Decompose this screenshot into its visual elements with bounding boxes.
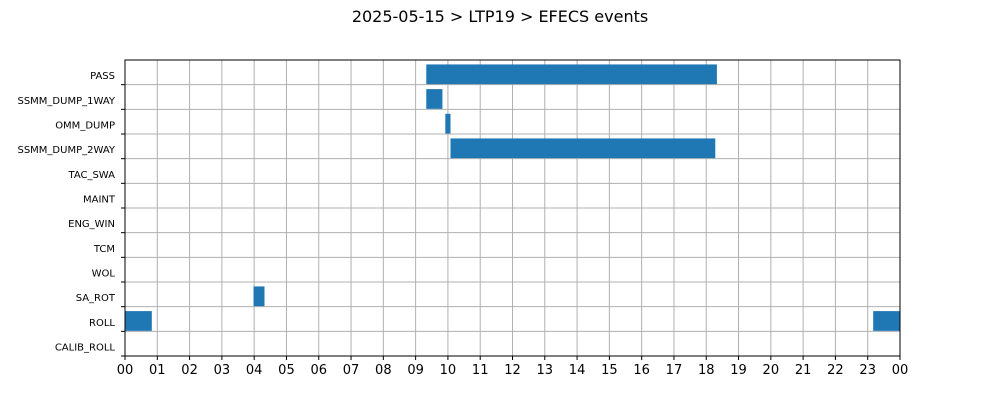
x-tick-label: 04 bbox=[246, 363, 263, 378]
y-tick-label: TAC_SWA bbox=[67, 170, 115, 181]
x-tick-label: 00 bbox=[892, 363, 909, 378]
x-axis: 00 01 02 03 04 05 06 07 08 09 10 11 12 13 14 15 16 17 18 19… bbox=[117, 356, 909, 378]
y-axis: PASS SSMM_DUMP_1WAY OMM_DUMP SSMM_DUMP_2WAY… bbox=[17, 71, 125, 357]
x-tick-label: 06 bbox=[310, 363, 327, 378]
x-tick-label: 21 bbox=[795, 363, 812, 378]
event-bar bbox=[873, 311, 900, 331]
y-tick-label: TCM bbox=[93, 244, 115, 255]
y-tick-label: OMM_DUMP bbox=[55, 121, 115, 132]
x-tick-label: 17 bbox=[666, 363, 683, 378]
x-tick-label: 00 bbox=[117, 363, 134, 378]
event-bar bbox=[125, 311, 152, 331]
x-tick-label: 05 bbox=[278, 363, 295, 378]
x-tick-label: 07 bbox=[343, 363, 360, 378]
event-bar bbox=[253, 286, 265, 307]
y-tick-label: ROLL bbox=[89, 318, 115, 329]
x-tick-label: 11 bbox=[472, 363, 489, 378]
x-tick-label: 02 bbox=[181, 363, 198, 378]
grid bbox=[124, 60, 901, 356]
x-tick-label: 12 bbox=[504, 363, 521, 378]
y-tick-label: WOL bbox=[92, 269, 116, 280]
x-tick-label: 08 bbox=[375, 363, 392, 378]
y-tick-label: MAINT bbox=[83, 195, 116, 206]
y-tick-label: PASS bbox=[90, 71, 115, 82]
event-bar bbox=[450, 138, 716, 159]
event-bars bbox=[125, 64, 900, 331]
x-tick-label: 13 bbox=[537, 363, 554, 378]
y-tick-label: SA_ROT bbox=[76, 293, 116, 304]
y-tick-label: CALIB_ROLL bbox=[55, 343, 116, 354]
y-tick-label: SSMM_DUMP_1WAY bbox=[17, 96, 115, 107]
event-bar bbox=[426, 89, 443, 109]
x-tick-label: 15 bbox=[601, 363, 618, 378]
x-tick-label: 10 bbox=[440, 363, 457, 378]
x-tick-label: 09 bbox=[407, 363, 424, 378]
x-tick-label: 01 bbox=[149, 363, 166, 378]
x-tick-label: 03 bbox=[214, 363, 231, 378]
event-bar bbox=[445, 113, 451, 134]
y-tick-label: ENG_WIN bbox=[68, 219, 115, 230]
x-tick-label: 22 bbox=[827, 363, 844, 378]
x-tick-label: 23 bbox=[859, 363, 876, 378]
x-tick-label: 20 bbox=[763, 363, 780, 378]
event-bar bbox=[426, 64, 717, 85]
chart-title: 2025-05-15 > LTP19 > EFECS events bbox=[352, 7, 648, 26]
x-tick-label: 16 bbox=[633, 363, 650, 378]
x-tick-label: 14 bbox=[569, 363, 586, 378]
x-tick-label: 19 bbox=[730, 363, 747, 378]
x-tick-label: 18 bbox=[698, 363, 715, 378]
y-tick-label: SSMM_DUMP_2WAY bbox=[17, 145, 115, 156]
